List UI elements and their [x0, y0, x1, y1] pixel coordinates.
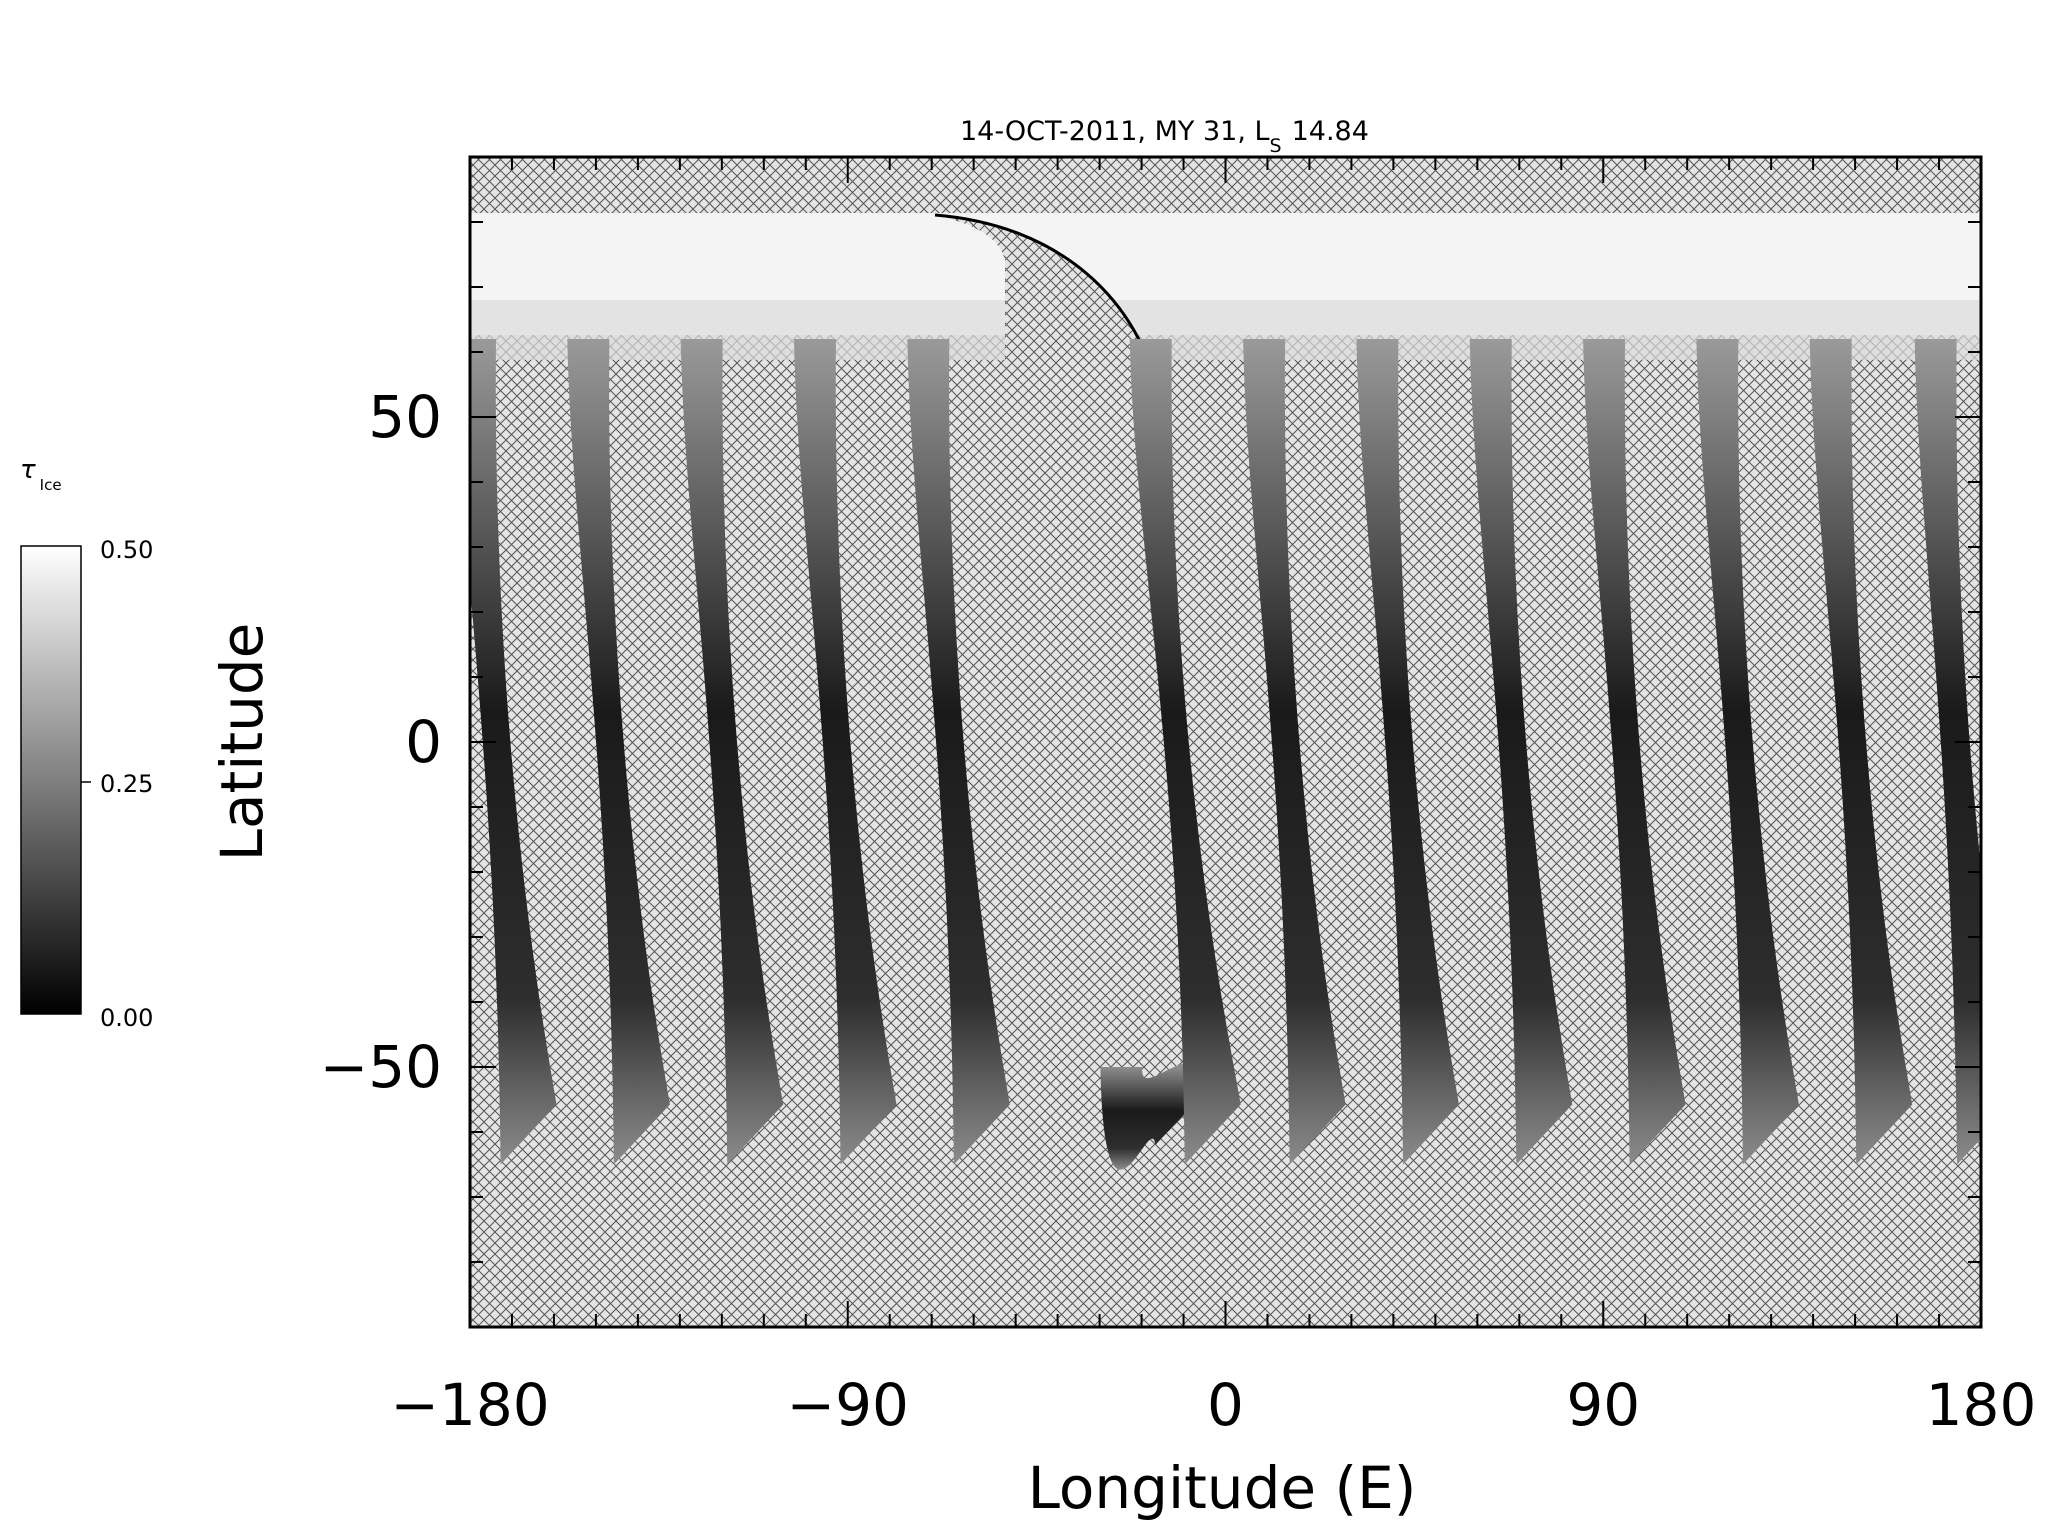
- colorbar-min-label: 0.00: [100, 1004, 153, 1032]
- x-tick-label: −180: [390, 1371, 549, 1439]
- x-tick-label: 90: [1566, 1371, 1640, 1439]
- observation-swath: [1243, 339, 1346, 1165]
- colorbar: τ Ice 0.50 0.25 0.00: [20, 455, 153, 1032]
- colorbar-title-subscript: Ice: [40, 476, 62, 494]
- observation-swath: [1356, 339, 1459, 1165]
- polar-gap: [935, 215, 1160, 1327]
- title-value: 14.84: [1292, 116, 1369, 147]
- colorbar-max-label: 0.50: [100, 536, 153, 564]
- y-axis-label: Latitude: [208, 623, 276, 862]
- y-tick-label: −50: [320, 1033, 442, 1101]
- colorbar-mid-label: 0.25: [100, 770, 153, 798]
- colorbar-title: τ Ice: [20, 455, 62, 494]
- observation-swath: [907, 339, 1010, 1165]
- axis-ticks: −180 −90 0 90 180 −50 0 50: [320, 156, 2037, 1439]
- y-tick-label: 50: [368, 383, 442, 451]
- title-subscript: S: [1270, 135, 1282, 157]
- x-tick-label: 0: [1207, 1371, 1244, 1439]
- observation-swath: [1809, 339, 1913, 1165]
- x-axis-label: Longitude (E): [1028, 1454, 1417, 1522]
- observation-swath: [1129, 339, 1241, 1165]
- chart-title: 14-OCT-2011, MY 31, LS 14.84: [960, 116, 1369, 157]
- observation-swath: [567, 339, 670, 1165]
- observation-swath: [793, 339, 897, 1165]
- observation-swath: [1914, 339, 1981, 1165]
- observation-swath: [470, 339, 557, 1165]
- observation-swath: [680, 339, 784, 1165]
- y-tick-label: 0: [405, 708, 442, 776]
- observation-swath: [1696, 339, 1799, 1165]
- observation-swath: [1469, 339, 1573, 1165]
- colorbar-gradient: [20, 545, 82, 1015]
- x-tick-label: −90: [787, 1371, 909, 1439]
- observation-swath: [1583, 339, 1686, 1165]
- x-tick-label: 180: [1926, 1371, 2037, 1439]
